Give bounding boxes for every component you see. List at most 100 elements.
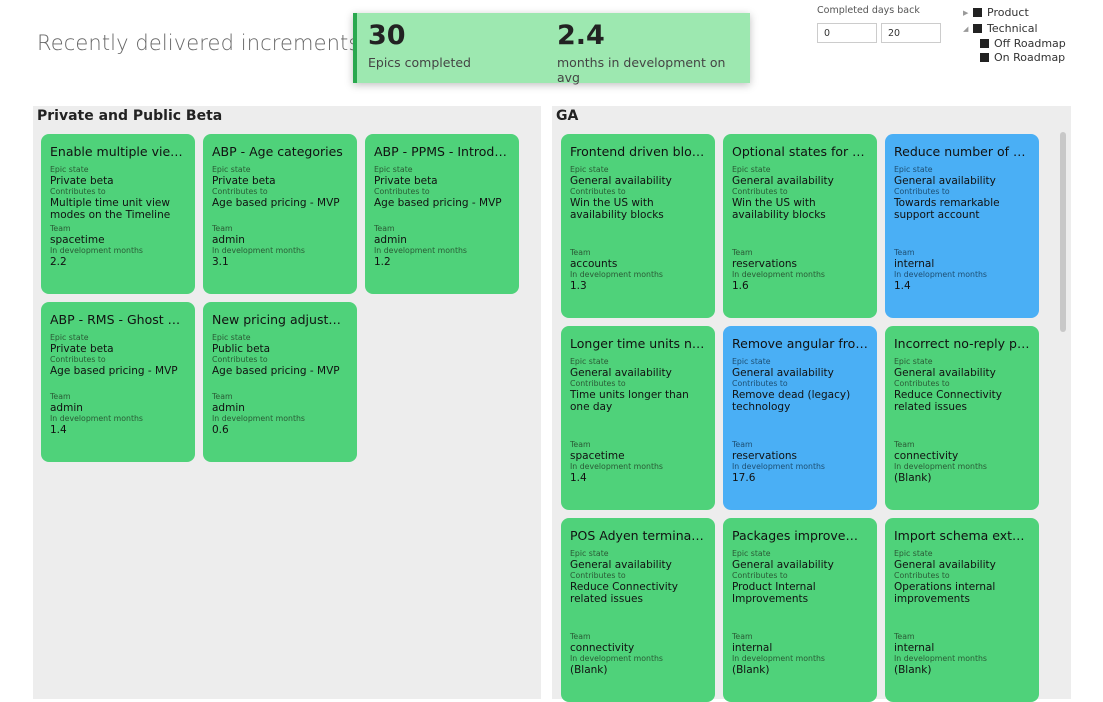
kpi-label: Epics completed bbox=[368, 55, 471, 70]
epic-state-label: Epic state bbox=[894, 357, 933, 366]
dev-months-label: In development months bbox=[374, 246, 467, 255]
epic-state-label: Epic state bbox=[570, 165, 609, 174]
team-value: admin bbox=[374, 234, 407, 246]
epic-title: Incorrect no-reply pro... bbox=[894, 336, 1031, 351]
epic-state-value: Private beta bbox=[50, 175, 114, 187]
team-label: Team bbox=[50, 392, 71, 401]
team-value: spacetime bbox=[570, 450, 625, 462]
dev-months-label: In development months bbox=[732, 462, 825, 471]
panel-title: GA bbox=[556, 108, 579, 124]
contributes-to-label: Contributes to bbox=[732, 571, 788, 580]
dev-months-value: (Blank) bbox=[732, 664, 770, 676]
days-back-label: Completed days back bbox=[817, 5, 920, 16]
legend-item-on-roadmap[interactable]: On Roadmap bbox=[980, 51, 1065, 64]
team-value: spacetime bbox=[50, 234, 105, 246]
days-back-from-input[interactable] bbox=[817, 23, 877, 43]
team-label: Team bbox=[570, 248, 591, 257]
epic-state-label: Epic state bbox=[212, 333, 251, 342]
dev-months-value: 1.4 bbox=[894, 280, 911, 292]
epic-card[interactable]: Packages improveme... Epic state General a… bbox=[723, 518, 877, 702]
collapse-arrow-icon[interactable]: ◢ bbox=[963, 24, 969, 33]
epic-state-label: Epic state bbox=[732, 165, 771, 174]
contributes-to-value: Multiple time unit view modes on the Tim… bbox=[50, 197, 171, 221]
epic-state-value: General availability bbox=[732, 559, 834, 571]
epic-card[interactable]: ABP - RMS - Ghost p... Epic state Private … bbox=[41, 302, 195, 462]
epic-card[interactable]: Optional states for blo... Epic state Gene… bbox=[723, 134, 877, 318]
team-label: Team bbox=[894, 440, 915, 449]
team-value: connectivity bbox=[570, 642, 635, 654]
kpi-value: 30 bbox=[368, 20, 406, 51]
days-back-to-input[interactable] bbox=[881, 23, 941, 43]
epic-card[interactable]: Remove angular from... Epic state General … bbox=[723, 326, 877, 510]
dev-months-label: In development months bbox=[570, 654, 663, 663]
team-value: reservations bbox=[732, 258, 798, 270]
legend-label: Off Roadmap bbox=[994, 37, 1066, 50]
legend-item-off-roadmap[interactable]: Off Roadmap bbox=[980, 37, 1066, 50]
epic-state-label: Epic state bbox=[732, 357, 771, 366]
contributes-to-value: Win the US with availability blocks bbox=[732, 197, 826, 221]
team-label: Team bbox=[894, 248, 915, 257]
contributes-to-value: Win the US with availability blocks bbox=[570, 197, 664, 221]
dev-months-label: In development months bbox=[570, 270, 663, 279]
contributes-to-label: Contributes to bbox=[570, 571, 626, 580]
dev-months-value: 0.6 bbox=[212, 424, 229, 436]
team-label: Team bbox=[212, 224, 233, 233]
epic-state-value: General availability bbox=[570, 367, 672, 379]
epic-title: Import schema exten... bbox=[894, 528, 1031, 543]
epic-card[interactable]: ABP - PPMS - Introdu... Epic state Private… bbox=[365, 134, 519, 294]
team-value: admin bbox=[212, 234, 245, 246]
epic-title: Longer time units nig... bbox=[570, 336, 707, 351]
team-value: admin bbox=[212, 402, 245, 414]
epic-card[interactable]: Incorrect no-reply pro... Epic state Gener… bbox=[885, 326, 1039, 510]
dev-months-label: In development months bbox=[212, 414, 305, 423]
legend-item-technical[interactable]: ◢ Technical bbox=[963, 22, 1038, 35]
scrollbar[interactable] bbox=[1060, 132, 1066, 332]
epic-card[interactable]: POS Adyen terminal ... Epic state General … bbox=[561, 518, 715, 702]
dev-months-value: 1.2 bbox=[374, 256, 391, 268]
epic-title: Enable multiple view ... bbox=[50, 144, 187, 159]
dev-months-label: In development months bbox=[212, 246, 305, 255]
epic-state-label: Epic state bbox=[894, 165, 933, 174]
epic-title: New pricing adjustme... bbox=[212, 312, 349, 327]
epic-state-label: Epic state bbox=[212, 165, 251, 174]
dev-months-label: In development months bbox=[732, 270, 825, 279]
team-label: Team bbox=[732, 632, 753, 641]
expand-arrow-icon[interactable]: ▶ bbox=[963, 8, 969, 17]
contributes-to-value: Product Internal Improvements bbox=[732, 581, 816, 605]
legend-item-product[interactable]: ▶ Product bbox=[963, 6, 1029, 19]
epic-state-value: General availability bbox=[570, 175, 672, 187]
epic-title: ABP - PPMS - Introdu... bbox=[374, 144, 511, 159]
epic-title: Optional states for blo... bbox=[732, 144, 869, 159]
panel-beta: Private and Public Beta Enable multiple … bbox=[33, 106, 541, 699]
epic-card[interactable]: Reduce number of no... Epic state General … bbox=[885, 134, 1039, 318]
epic-card[interactable]: Import schema exten... Epic state General … bbox=[885, 518, 1039, 702]
dev-months-value: 3.1 bbox=[212, 256, 229, 268]
page-title: Recently delivered increments bbox=[37, 31, 360, 55]
contributes-to-label: Contributes to bbox=[732, 187, 788, 196]
team-value: admin bbox=[50, 402, 83, 414]
team-value: internal bbox=[732, 642, 773, 654]
contributes-to-label: Contributes to bbox=[570, 187, 626, 196]
epic-card[interactable]: Frontend driven block... Epic state Genera… bbox=[561, 134, 715, 318]
epic-state-label: Epic state bbox=[50, 165, 89, 174]
epic-state-label: Epic state bbox=[374, 165, 413, 174]
epic-card[interactable]: Longer time units nig... Epic state Genera… bbox=[561, 326, 715, 510]
contributes-to-label: Contributes to bbox=[50, 187, 106, 196]
contributes-to-value: Age based pricing - MVP bbox=[212, 197, 340, 209]
epic-card[interactable]: ABP - Age categories Epic state Private be… bbox=[203, 134, 357, 294]
dev-months-label: In development months bbox=[894, 462, 987, 471]
epic-title: Reduce number of no... bbox=[894, 144, 1031, 159]
epic-state-label: Epic state bbox=[570, 549, 609, 558]
epic-card[interactable]: New pricing adjustme... Epic state Public … bbox=[203, 302, 357, 462]
epic-card[interactable]: Enable multiple view ... Epic state Privat… bbox=[41, 134, 195, 294]
team-value: accounts bbox=[570, 258, 618, 270]
epic-title: ABP - RMS - Ghost p... bbox=[50, 312, 187, 327]
legend-label: Technical bbox=[987, 22, 1038, 35]
epic-state-value: General availability bbox=[732, 367, 834, 379]
contributes-to-label: Contributes to bbox=[894, 187, 950, 196]
epic-state-value: Private beta bbox=[50, 343, 114, 355]
contributes-to-label: Contributes to bbox=[894, 379, 950, 388]
legend-swatch bbox=[980, 39, 989, 48]
epic-state-value: Private beta bbox=[374, 175, 438, 187]
team-label: Team bbox=[50, 224, 71, 233]
